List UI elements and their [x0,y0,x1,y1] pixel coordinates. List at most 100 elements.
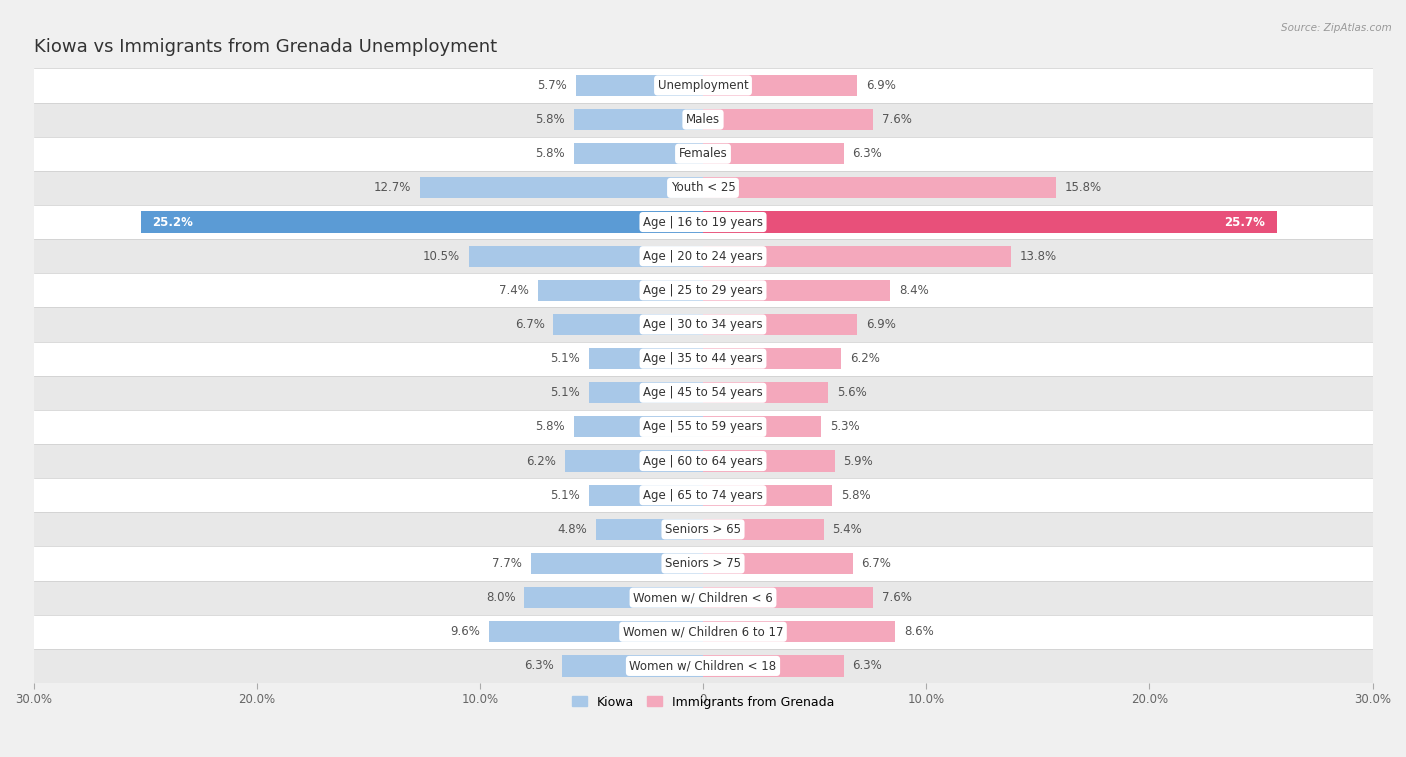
Bar [703,484,832,506]
Text: Age | 45 to 54 years: Age | 45 to 54 years [643,386,763,399]
Text: 6.2%: 6.2% [526,454,555,468]
Text: 6.3%: 6.3% [523,659,554,672]
Text: Females: Females [679,148,727,160]
Bar [34,137,1372,171]
Text: 8.6%: 8.6% [904,625,934,638]
Bar [34,341,1372,375]
Bar [34,171,1372,205]
Bar [34,615,1372,649]
Bar [574,109,703,130]
Bar [574,143,703,164]
Text: Males: Males [686,113,720,126]
Text: 7.4%: 7.4% [499,284,529,297]
Bar [34,512,1372,547]
Text: 5.8%: 5.8% [841,489,870,502]
Bar [703,348,841,369]
Text: 6.2%: 6.2% [851,352,880,365]
Text: 6.7%: 6.7% [515,318,544,331]
Bar [703,587,873,608]
Bar [34,239,1372,273]
Text: 8.0%: 8.0% [486,591,516,604]
Text: 5.3%: 5.3% [830,420,860,434]
Text: 12.7%: 12.7% [373,182,411,195]
Text: Age | 55 to 59 years: Age | 55 to 59 years [643,420,763,434]
Bar [34,375,1372,410]
Bar [34,205,1372,239]
Bar [554,314,703,335]
Bar [562,656,703,677]
Text: Youth < 25: Youth < 25 [671,182,735,195]
Text: 9.6%: 9.6% [450,625,479,638]
Bar [703,109,873,130]
Bar [589,382,703,403]
Bar [589,348,703,369]
Bar [589,484,703,506]
Text: 10.5%: 10.5% [423,250,460,263]
Bar [703,621,896,643]
Bar [576,75,703,96]
Bar [565,450,703,472]
Text: 5.6%: 5.6% [837,386,866,399]
Text: Age | 30 to 34 years: Age | 30 to 34 years [643,318,763,331]
Bar [419,177,703,198]
Text: 6.7%: 6.7% [862,557,891,570]
Text: Age | 25 to 29 years: Age | 25 to 29 years [643,284,763,297]
Bar [703,75,858,96]
Text: 25.7%: 25.7% [1225,216,1265,229]
Bar [703,177,1056,198]
Bar [703,416,821,438]
Bar [34,68,1372,102]
Text: 15.8%: 15.8% [1064,182,1102,195]
Text: 5.4%: 5.4% [832,523,862,536]
Text: Age | 16 to 19 years: Age | 16 to 19 years [643,216,763,229]
Bar [489,621,703,643]
Text: 4.8%: 4.8% [557,523,586,536]
Text: 7.6%: 7.6% [882,591,911,604]
Bar [703,143,844,164]
Bar [34,649,1372,683]
Text: Age | 35 to 44 years: Age | 35 to 44 years [643,352,763,365]
Bar [574,416,703,438]
Text: 8.4%: 8.4% [900,284,929,297]
Bar [34,273,1372,307]
Bar [703,211,1277,232]
Bar [703,314,858,335]
Text: 6.3%: 6.3% [852,148,883,160]
Text: 7.7%: 7.7% [492,557,522,570]
Bar [34,444,1372,478]
Text: Age | 20 to 24 years: Age | 20 to 24 years [643,250,763,263]
Bar [703,382,828,403]
Bar [596,519,703,540]
Text: 25.2%: 25.2% [152,216,193,229]
Bar [538,280,703,301]
Text: 5.8%: 5.8% [536,113,565,126]
Text: Unemployment: Unemployment [658,79,748,92]
Bar [703,450,835,472]
Text: 5.8%: 5.8% [536,148,565,160]
Text: 6.9%: 6.9% [866,79,896,92]
Bar [703,519,824,540]
Bar [34,410,1372,444]
Bar [531,553,703,574]
Text: Seniors > 75: Seniors > 75 [665,557,741,570]
Bar [34,547,1372,581]
Text: 5.8%: 5.8% [536,420,565,434]
Text: 7.6%: 7.6% [882,113,911,126]
Bar [34,102,1372,137]
Bar [34,307,1372,341]
Text: 6.9%: 6.9% [866,318,896,331]
Bar [468,245,703,266]
Text: 5.1%: 5.1% [551,386,581,399]
Bar [703,245,1011,266]
Bar [703,280,890,301]
Bar [141,211,703,232]
Text: Kiowa vs Immigrants from Grenada Unemployment: Kiowa vs Immigrants from Grenada Unemplo… [34,38,496,56]
Bar [703,656,844,677]
Text: Age | 60 to 64 years: Age | 60 to 64 years [643,454,763,468]
Text: Source: ZipAtlas.com: Source: ZipAtlas.com [1281,23,1392,33]
Legend: Kiowa, Immigrants from Grenada: Kiowa, Immigrants from Grenada [567,690,839,714]
Text: Women w/ Children < 18: Women w/ Children < 18 [630,659,776,672]
Bar [524,587,703,608]
Bar [34,478,1372,512]
Text: 13.8%: 13.8% [1019,250,1057,263]
